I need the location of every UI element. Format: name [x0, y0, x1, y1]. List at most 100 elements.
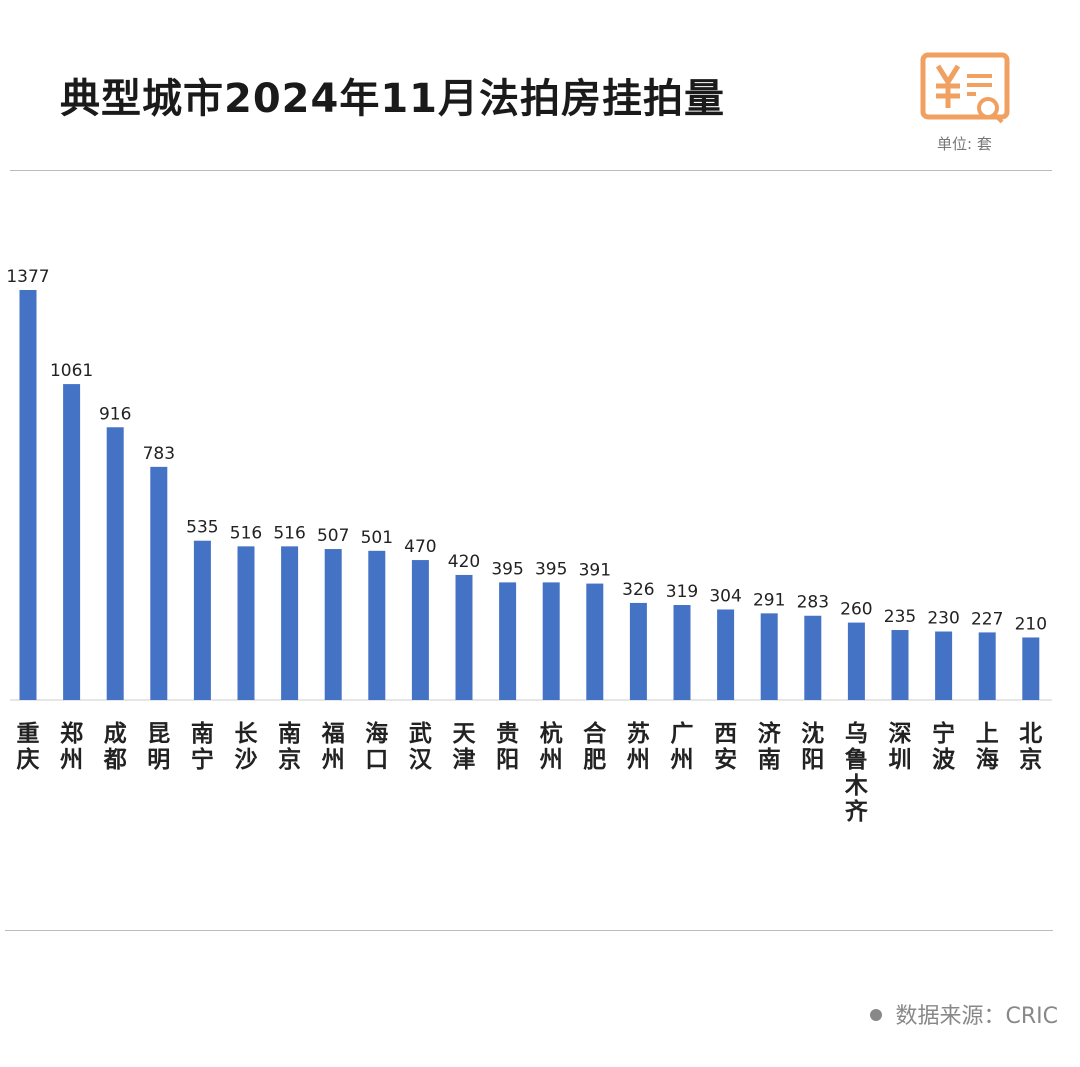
category-label: 州	[540, 747, 563, 773]
bar	[1022, 637, 1040, 700]
category-label: 津	[453, 746, 476, 773]
bar	[281, 546, 299, 700]
category-label: 口	[365, 747, 388, 773]
category-label: 宁	[191, 746, 214, 773]
bar	[978, 632, 996, 700]
bar	[891, 630, 909, 700]
category-label: 州	[627, 747, 650, 773]
category-label: 深	[889, 721, 912, 747]
category-label: 广	[671, 720, 694, 747]
category-label: 京	[1019, 746, 1042, 773]
data-label: 516	[230, 523, 262, 543]
bar	[368, 550, 386, 700]
category-label: 州	[671, 747, 694, 773]
bullet-icon	[869, 1009, 882, 1021]
data-label: 535	[186, 518, 218, 538]
yuan-document-search-icon	[920, 52, 1010, 124]
data-label: 783	[143, 444, 175, 464]
category-label: 庆	[17, 746, 40, 773]
category-label: 昆	[147, 721, 170, 747]
chart-title: 典型城市2024年11月法拍房挂拍量	[60, 76, 725, 122]
category-label: 南	[278, 721, 301, 747]
bar	[542, 582, 560, 700]
bottom-divider	[5, 930, 1053, 931]
category-label: 圳	[889, 747, 912, 773]
category-label: 安	[714, 746, 737, 773]
source-note: 数据来源：CRIC	[869, 998, 1059, 1030]
category-label: 济	[758, 720, 782, 747]
data-label: 470	[404, 537, 436, 557]
bar	[150, 466, 168, 700]
category-label: 阳	[496, 747, 519, 773]
bar	[760, 613, 778, 700]
category-label: 海	[976, 746, 999, 773]
category-label: 宁	[932, 720, 955, 747]
bar	[935, 631, 953, 700]
category-label: 京	[278, 746, 301, 773]
data-label: 501	[361, 528, 393, 548]
bar	[804, 615, 822, 700]
category-label: 北	[1019, 721, 1042, 747]
unit-label: 单位: 套	[937, 135, 992, 153]
category-label: 贵	[496, 721, 519, 747]
data-label: 395	[491, 559, 523, 579]
bar	[19, 290, 37, 700]
category-label: 长	[235, 721, 259, 747]
category-label: 南	[191, 721, 214, 747]
data-label: 507	[317, 526, 349, 546]
category-label: 重	[17, 721, 40, 747]
data-label: 395	[535, 559, 567, 579]
bar	[499, 582, 517, 700]
data-label: 210	[1015, 614, 1047, 634]
category-label: 天	[453, 721, 477, 747]
bar	[411, 560, 429, 700]
category-label: 合	[583, 720, 607, 747]
bar	[717, 609, 735, 700]
bar	[847, 622, 865, 700]
category-label: 成	[104, 721, 127, 747]
category-label: 沈	[801, 721, 824, 747]
category-label: 都	[103, 747, 127, 773]
category-label: 波	[932, 747, 956, 773]
data-label: 227	[971, 609, 1003, 629]
bar	[63, 384, 81, 700]
data-label: 319	[666, 582, 698, 602]
data-label: 291	[753, 590, 785, 610]
data-label: 391	[579, 561, 611, 581]
data-label: 916	[99, 404, 131, 424]
data-label: 326	[622, 580, 654, 600]
category-label: 木	[844, 773, 868, 799]
data-label: 1377	[6, 267, 49, 287]
bar	[586, 583, 604, 700]
bar	[455, 574, 473, 700]
category-label: 南	[758, 747, 781, 773]
category-label: 乌	[845, 720, 868, 747]
category-label: 肥	[583, 747, 606, 773]
category-label: 杭	[540, 720, 563, 747]
bar	[106, 427, 124, 700]
category-label: 武	[409, 721, 432, 747]
data-label: 230	[927, 609, 959, 629]
data-label: 420	[448, 552, 480, 572]
category-label: 苏	[627, 721, 650, 747]
category-label: 鲁	[844, 746, 868, 773]
category-label: 沙	[235, 747, 258, 773]
bar	[629, 602, 647, 700]
category-label: 齐	[845, 798, 869, 825]
category-label: 上	[976, 721, 999, 747]
category-label: 明	[147, 747, 170, 773]
data-label: 283	[797, 593, 829, 613]
bar	[237, 546, 255, 700]
data-label: 516	[273, 523, 305, 543]
data-label: 235	[884, 607, 916, 627]
source-text: 数据来源：CRIC	[895, 1004, 1059, 1029]
bar	[324, 549, 342, 700]
bar	[193, 540, 211, 700]
data-label: 260	[840, 600, 872, 620]
bar	[673, 605, 691, 700]
bar-chart: 1377重庆1061郑州916成都783昆明535南宁516长沙516南京507…	[6, 267, 1052, 825]
category-label: 福	[321, 721, 345, 747]
category-label: 海	[365, 720, 388, 747]
category-label: 州	[322, 747, 345, 773]
category-label: 汉	[409, 747, 433, 773]
